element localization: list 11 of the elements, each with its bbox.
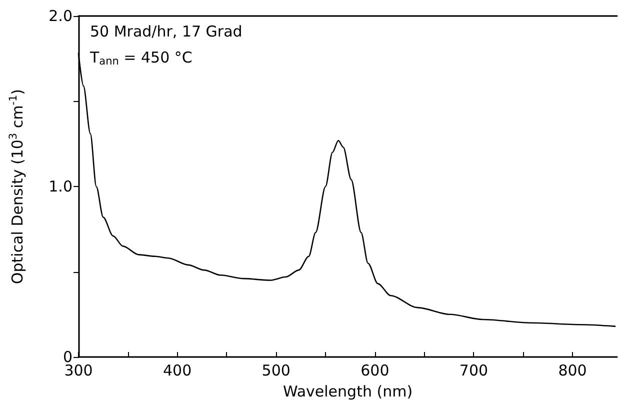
x-tick-label: 300: [64, 362, 93, 380]
y-tick-label: 1.0: [48, 178, 72, 196]
x-tick-label: 700: [459, 362, 488, 380]
x-tick-label: 500: [262, 362, 290, 380]
x-tick-label: 600: [360, 362, 390, 380]
y-tick-label: 2.0: [48, 7, 72, 25]
x-tick-label: 400: [162, 362, 192, 380]
x-axis-title: Wavelength (nm): [282, 382, 413, 400]
annotation: 50 Mrad/hr, 17 Grad: [90, 22, 242, 40]
y-axis-title: Optical Density (103 cm-1): [8, 88, 26, 284]
x-tick-label: 800: [558, 362, 587, 380]
